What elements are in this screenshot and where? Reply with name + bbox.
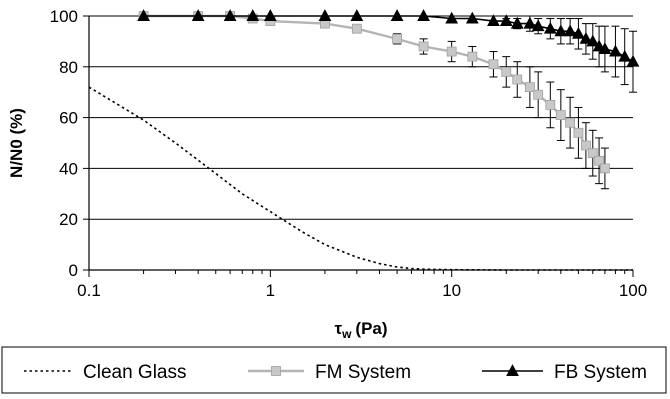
- y-tick-label: 80: [59, 58, 78, 77]
- x-axis-title: τw (Pa): [334, 319, 387, 341]
- y-tick-label: 60: [59, 109, 78, 128]
- data-point: [392, 33, 402, 44]
- data-point: [543, 21, 557, 34]
- x-tick-label: 0.1: [77, 281, 101, 300]
- data-point: [594, 155, 604, 166]
- data-point: [350, 9, 364, 21]
- data-point: [137, 9, 150, 21]
- legend-label: Clean Glass: [83, 362, 187, 383]
- tick-layer: 0 20 40 60 80 100 0.1 1 10 100: [50, 7, 648, 300]
- data-point: [191, 9, 205, 21]
- data-point: [581, 140, 591, 151]
- data-point: [351, 23, 362, 34]
- data-point: [501, 66, 512, 77]
- data-point: [418, 41, 429, 52]
- data-point: [510, 16, 524, 29]
- legend-marker: [271, 366, 281, 376]
- data-point: [555, 110, 566, 120]
- data-point: [565, 117, 576, 128]
- data-point: [579, 32, 593, 44]
- data-point: [531, 19, 545, 32]
- y-tick-label: 0: [69, 261, 78, 280]
- data-point: [223, 9, 237, 21]
- x-axis-title-unit: (Pa): [355, 319, 387, 338]
- series-fb-system: [137, 9, 640, 93]
- data-point: [572, 26, 585, 39]
- legend-item-fb-system: FB System: [482, 362, 647, 383]
- series-layer: [88, 9, 640, 271]
- data-point: [246, 9, 260, 21]
- data-point: [533, 89, 544, 100]
- y-tick-label: 100: [50, 7, 78, 26]
- data-point: [554, 24, 568, 37]
- x-tick-label: 1: [266, 281, 275, 300]
- y-axis-title: N/N0 (%): [7, 108, 26, 178]
- data-point: [445, 11, 459, 24]
- data-point: [512, 74, 523, 85]
- y-tick-label: 40: [59, 159, 78, 178]
- data-point: [545, 100, 556, 110]
- legend-marker: [506, 364, 519, 376]
- x-tick-label: 100: [619, 281, 647, 300]
- data-point: [573, 127, 584, 138]
- y-tick-label: 20: [59, 210, 78, 229]
- data-point: [487, 14, 500, 27]
- legend-label: FB System: [554, 362, 647, 383]
- data-point: [523, 16, 537, 29]
- data-point: [390, 9, 404, 21]
- data-point: [586, 34, 600, 47]
- data-point: [417, 9, 430, 21]
- data-point: [446, 46, 457, 57]
- plot-area: [89, 16, 633, 270]
- legend-items: Clean Glass FM System FB System: [24, 362, 647, 383]
- data-point: [263, 9, 277, 21]
- data-point: [563, 24, 577, 37]
- x-axis-title-subscript: w: [341, 327, 352, 341]
- x-tick-label: 10: [442, 281, 461, 300]
- data-point: [488, 59, 499, 70]
- data-point: [318, 9, 332, 21]
- data-point: [499, 14, 513, 27]
- data-point: [626, 54, 640, 67]
- data-point: [609, 44, 622, 57]
- legend-item-fm-system: FM System: [248, 362, 411, 383]
- x-axis-title-symbol: τ: [334, 319, 342, 338]
- legend: Clean Glass FM System FB System: [1, 346, 667, 394]
- data-point: [467, 51, 478, 62]
- legend-item-clean-glass: Clean Glass: [24, 362, 187, 383]
- data-point: [600, 163, 610, 174]
- data-point: [598, 42, 612, 54]
- legend-box: [1, 346, 667, 394]
- data-point: [618, 49, 632, 62]
- data-point: [465, 11, 479, 24]
- data-point: [587, 148, 598, 159]
- legend-label: FM System: [315, 362, 411, 383]
- data-point: [524, 82, 535, 93]
